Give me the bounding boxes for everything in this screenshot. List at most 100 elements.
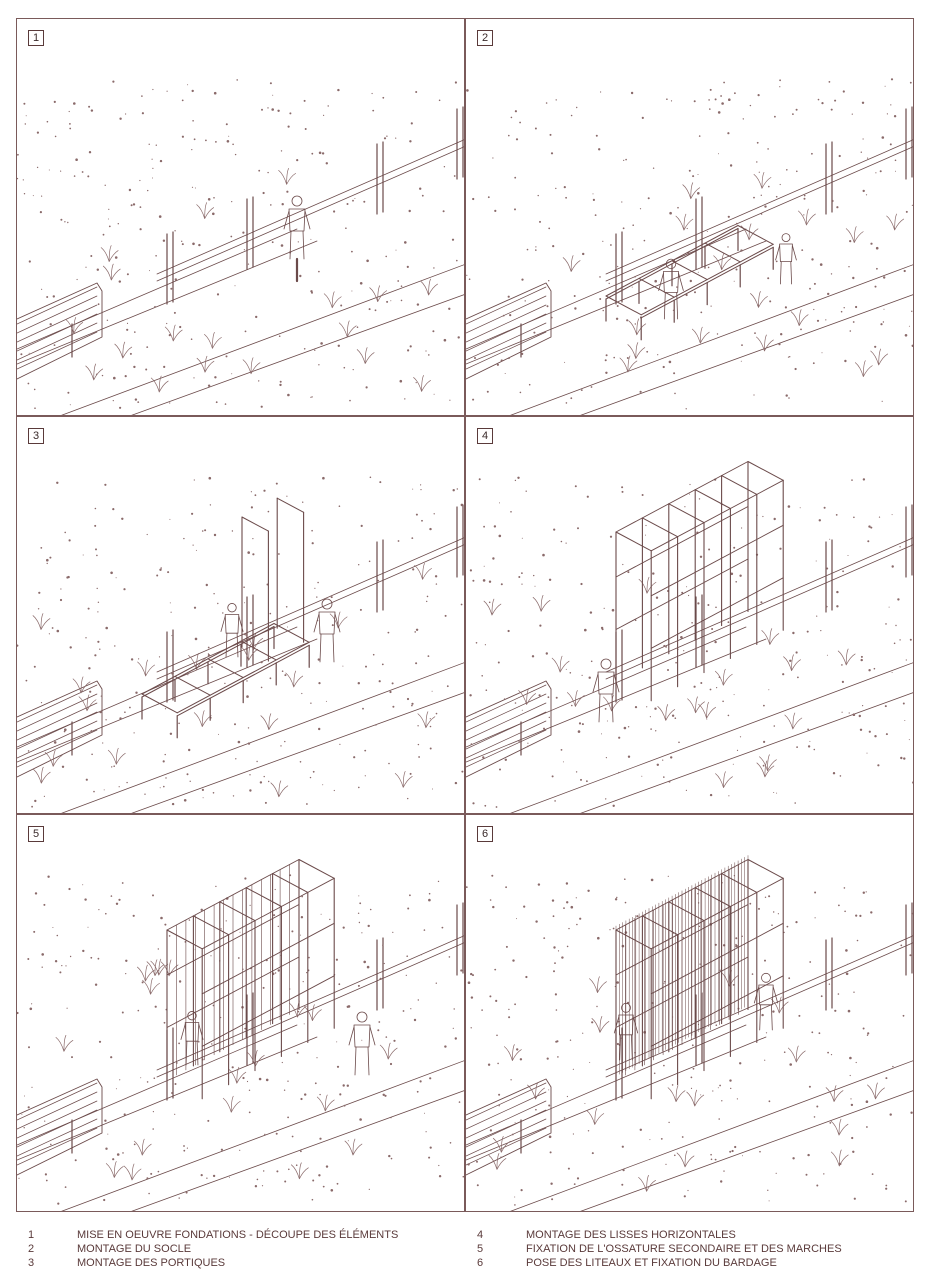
vegetation-dot [698, 135, 701, 137]
vegetation-dot [709, 688, 712, 691]
portal-beam [241, 516, 269, 532]
vegetation-dot [310, 290, 313, 293]
vegetation-dot [764, 1059, 766, 1061]
vegetation-dot [213, 91, 217, 95]
vegetation-dot [717, 111, 721, 114]
step-number-badge: 3 [28, 428, 44, 444]
vegetation-dot [533, 331, 536, 334]
vegetation-dot [697, 893, 699, 895]
vegetation-dot [767, 1189, 769, 1191]
grass-tuft [146, 959, 165, 977]
vegetation-dot [580, 778, 582, 781]
vegetation-dot [714, 1158, 717, 1161]
vegetation-dot [618, 736, 621, 739]
vegetation-dot [600, 91, 602, 93]
vegetation-dot [621, 201, 623, 203]
vegetation-dot [825, 605, 828, 608]
vegetation-dot [195, 549, 197, 551]
vegetation-dot [415, 382, 417, 384]
terrain-line [510, 1060, 913, 1211]
vegetation-dot [851, 1136, 854, 1140]
vegetation-dot [163, 1021, 166, 1024]
vegetation-dot [773, 517, 776, 521]
base-crossbeam [207, 658, 244, 679]
vegetation-dot [878, 516, 881, 518]
vegetation-dot [249, 774, 251, 776]
vegetation-dot [126, 328, 129, 331]
timber-stack-line [17, 684, 98, 723]
vegetation-dot [634, 323, 636, 325]
vegetation-dot [260, 686, 263, 689]
vegetation-dot [138, 658, 140, 660]
vegetation-dot [406, 265, 409, 268]
vegetation-dot [605, 757, 607, 759]
vegetation-dot [689, 483, 691, 486]
vegetation-dot [592, 198, 595, 201]
vegetation-dot [186, 1147, 188, 1149]
vegetation-dot [382, 96, 385, 99]
worker-torso [318, 611, 336, 635]
grass-tuft [196, 355, 215, 373]
vegetation-dot [609, 535, 613, 538]
timber-stack-outline [17, 1078, 103, 1176]
vegetation-dot [608, 282, 610, 285]
portal-beam [615, 929, 652, 950]
vegetation-dot [594, 214, 597, 217]
vegetation-dot [549, 1151, 552, 1154]
timber-stack-outline [466, 282, 552, 380]
vegetation-dot [472, 398, 475, 401]
vegetation-dot [798, 1014, 801, 1017]
vegetation-dot [904, 720, 906, 721]
vegetation-dot [795, 108, 798, 111]
vegetation-dot [114, 256, 118, 259]
vegetation-dot [318, 151, 322, 155]
worker-head [761, 972, 771, 983]
vegetation-dot [514, 479, 517, 482]
vegetation-dot [112, 80, 115, 83]
vegetation-dot [789, 1063, 792, 1066]
vegetation-dot [25, 115, 27, 117]
vegetation-dot [336, 1182, 339, 1185]
vegetation-dot [272, 94, 274, 96]
vegetation-dot [163, 365, 166, 368]
vegetation-dot [160, 916, 163, 920]
vegetation-dot [495, 806, 498, 808]
vegetation-dot [246, 680, 248, 682]
vegetation-dot [69, 646, 72, 649]
vegetation-dot [68, 887, 71, 891]
vegetation-dot [76, 338, 78, 341]
vegetation-dot [366, 259, 369, 263]
vegetation-dot [911, 204, 913, 206]
vegetation-dot [157, 1170, 160, 1173]
vegetation-dot [174, 230, 176, 232]
vegetation-dot [496, 363, 499, 366]
vegetation-dot [472, 802, 475, 805]
timber-stack-line [17, 702, 98, 741]
vegetation-dot [641, 116, 644, 119]
legend-number: 1 [28, 1229, 35, 1241]
timber-stack-line [17, 1109, 98, 1148]
vegetation-dot [318, 1174, 321, 1177]
vegetation-dot [632, 224, 634, 226]
vegetation-dot [666, 98, 668, 100]
vegetation-dot [385, 255, 388, 258]
vegetation-dot [893, 642, 896, 645]
vegetation-dot [22, 179, 24, 181]
grass-tuft [675, 213, 694, 231]
vegetation-dot [144, 793, 146, 795]
vegetation-dot [717, 1087, 719, 1089]
vegetation-dot [711, 628, 714, 630]
vegetation-dot [820, 630, 822, 632]
vegetation-dot [91, 753, 93, 756]
vegetation-dot [159, 159, 163, 163]
vegetation-dot [476, 1160, 478, 1163]
vegetation-dot [885, 623, 887, 625]
vegetation-dot [691, 1044, 694, 1047]
vegetation-dot [828, 81, 831, 83]
vegetation-dot [68, 539, 71, 542]
vegetation-dot [668, 360, 672, 364]
vegetation-dot [570, 114, 573, 117]
terrain-line [580, 1090, 913, 1211]
fence-rail [605, 139, 913, 275]
vegetation-dot [836, 206, 839, 209]
